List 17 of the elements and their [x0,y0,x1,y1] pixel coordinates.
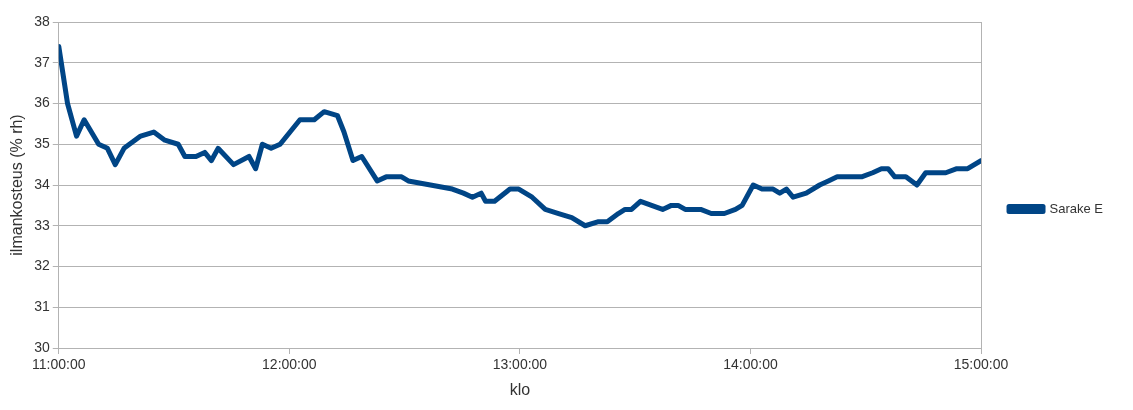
x-tick-label: 13:00:00 [492,356,548,373]
y-axis-title: ilmankosteus (% rh) [8,114,26,256]
y-tick-label: 34 [34,175,50,192]
y-tick-label: 37 [34,53,50,70]
x-axis-title: klo [509,380,531,398]
y-tick-label: 38 [34,12,50,29]
y-tick-label: 31 [34,298,50,315]
x-tick-label: 12:00:00 [262,356,317,373]
x-tick-label: 14:00:00 [723,356,778,373]
legend-label: Sarake E [1049,200,1104,216]
y-tick-label: 36 [34,94,50,111]
y-tick-label: 33 [34,216,50,233]
y-tick-label: 30 [34,338,50,355]
x-tick-label: 15:00:00 [953,356,1009,373]
y-tick-label: 32 [34,257,50,274]
x-tick-label: 11:00:00 [32,356,86,373]
y-tick-label: 35 [34,135,50,152]
